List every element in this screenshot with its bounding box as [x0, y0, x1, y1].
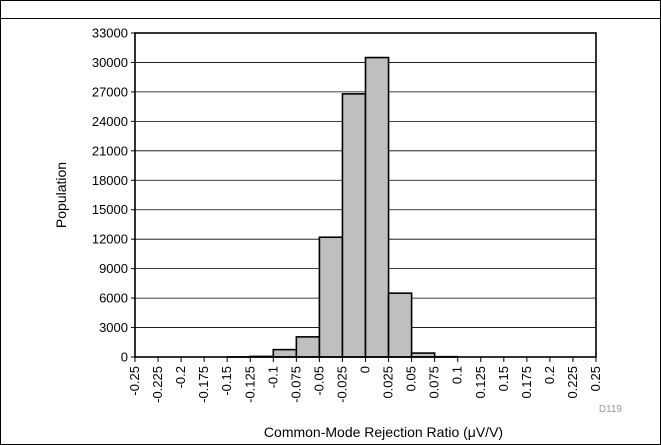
- x-tick-label: -0.175: [196, 366, 211, 403]
- bars: [226, 56, 459, 358]
- y-tick-label: 3000: [99, 320, 128, 335]
- histogram-bar: [341, 93, 367, 358]
- histogram-bar: [364, 56, 390, 358]
- x-tick-label: -0.05: [311, 366, 326, 396]
- x-tick-label: 0.175: [519, 366, 534, 399]
- x-tick-label: 0.075: [427, 366, 442, 399]
- histogram-bar: [318, 236, 344, 358]
- y-axis-title: Population: [53, 162, 69, 228]
- x-tick-label: 0.15: [496, 366, 511, 391]
- y-axis-ticks: 0 3000 6000 9000 12000 15000 18000 21000 24000 27…: [92, 26, 135, 365]
- x-tick-label: -0.25: [127, 366, 142, 396]
- x-tick-label: -0.15: [219, 366, 234, 396]
- histogram-bar: [295, 336, 321, 358]
- x-tick-label: 0.025: [381, 366, 396, 399]
- x-tick-label: -0.2: [173, 366, 188, 388]
- y-tick-label: 33000: [92, 26, 128, 41]
- x-tick-label: 0.05: [404, 366, 419, 391]
- x-tick-label: 0.25: [588, 366, 603, 391]
- y-tick-label: 9000: [99, 261, 128, 276]
- y-tick-label: 30000: [92, 55, 128, 70]
- y-tick-label: 15000: [92, 202, 128, 217]
- histogram-bar: [272, 348, 298, 358]
- figure-id-label: D119: [599, 404, 623, 415]
- y-tick-label: 24000: [92, 114, 128, 129]
- histogram-bar: [387, 292, 413, 358]
- x-tick-label: -0.025: [334, 366, 349, 403]
- y-tick-label: 12000: [92, 232, 128, 247]
- x-tick-label: 0.1: [450, 366, 465, 384]
- x-tick-label: 0.2: [542, 366, 557, 384]
- x-tick-label: 0: [358, 366, 373, 373]
- x-axis-ticks: -0.25 -0.225 -0.2 -0.175 -0.15 -0.125 -0.1 -0.0…: [127, 357, 603, 403]
- x-tick-label: 0.125: [473, 366, 488, 399]
- x-tick-label: 0.225: [565, 366, 580, 399]
- x-axis-title: Common-Mode Rejection Ratio (μV/V): [264, 424, 503, 440]
- x-tick-label: -0.125: [242, 366, 257, 403]
- y-tick-label: 21000: [92, 143, 128, 158]
- y-tick-label: 18000: [92, 173, 128, 188]
- x-tick-label: -0.1: [265, 366, 280, 388]
- y-tick-label: 0: [121, 350, 128, 365]
- x-tick-label: -0.075: [288, 366, 303, 403]
- y-tick-label: 6000: [99, 291, 128, 306]
- y-tick-label: 27000: [92, 84, 128, 99]
- top-border-strip: [0, 0, 661, 19]
- x-tick-label: -0.225: [150, 366, 165, 403]
